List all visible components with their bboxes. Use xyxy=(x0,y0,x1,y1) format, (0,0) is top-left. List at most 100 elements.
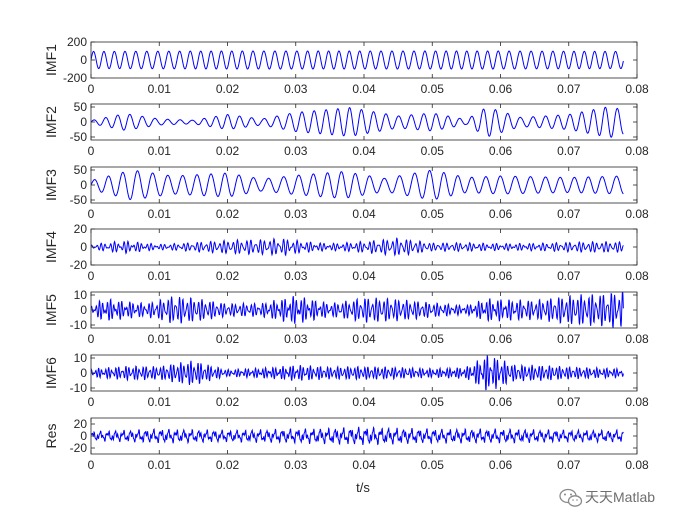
y-tick-label: 200 xyxy=(67,35,87,49)
x-tick-label: 0.08 xyxy=(625,332,649,346)
x-tick-label: 0.02 xyxy=(216,395,240,409)
signal-line-imf5 xyxy=(91,292,624,328)
x-tick-label: 0.08 xyxy=(625,82,649,96)
y-tick-label: -10 xyxy=(70,381,88,395)
x-axis-label: t/s xyxy=(356,480,370,495)
signal-line-imf6 xyxy=(91,355,624,391)
x-tick-label: 0.03 xyxy=(284,207,308,221)
y-tick-label: -200 xyxy=(63,71,87,85)
y-axis-label: IMF1 xyxy=(43,44,59,76)
panel-imf4: 0 0.01 0.02 0.03 0.04 0.05 0.06 0.07 0.08200-20I… xyxy=(43,222,649,283)
x-tick-label: 0.07 xyxy=(557,207,581,221)
signal-line-imf1 xyxy=(91,50,624,70)
x-tick-label: 0.07 xyxy=(557,395,581,409)
x-tick-label: 0.07 xyxy=(557,458,581,472)
x-tick-label: 0.05 xyxy=(421,144,445,158)
y-axis-label: Res xyxy=(43,424,59,449)
y-tick-label: 0 xyxy=(80,366,87,380)
x-tick-label: 0.02 xyxy=(216,269,240,283)
x-tick-label: 0.05 xyxy=(421,207,445,221)
y-tick-label: 0 xyxy=(80,115,87,129)
y-tick-label: 0 xyxy=(80,178,87,192)
x-tick-label: 0 xyxy=(88,332,95,346)
y-tick-label: -20 xyxy=(70,441,88,455)
signal-line-imf3 xyxy=(91,169,624,201)
x-tick-label: 0.04 xyxy=(352,395,376,409)
y-tick-label: 0 xyxy=(80,53,87,67)
y-tick-label: 50 xyxy=(74,163,88,177)
x-tick-label: 0.08 xyxy=(625,144,649,158)
x-tick-label: 0.06 xyxy=(489,82,513,96)
signal-line-res xyxy=(91,426,624,446)
signal-line-imf2 xyxy=(91,106,624,138)
signal-line-imf4 xyxy=(91,237,624,257)
y-tick-label: 10 xyxy=(74,351,88,365)
panel-imf3: 0 0.01 0.02 0.03 0.04 0.05 0.06 0.07 0.08500-50I… xyxy=(43,163,649,221)
y-tick-label: 0 xyxy=(80,303,87,317)
y-axis-label: IMF3 xyxy=(43,169,59,201)
y-tick-label: 0 xyxy=(80,429,87,443)
x-tick-label: 0.04 xyxy=(352,207,376,221)
wechat-icon xyxy=(559,488,583,507)
x-tick-label: 0 xyxy=(88,207,95,221)
x-tick-label: 0.02 xyxy=(216,144,240,158)
x-tick-label: 0.01 xyxy=(148,269,172,283)
x-tick-label: 0.07 xyxy=(557,144,581,158)
x-tick-label: 0.01 xyxy=(148,395,172,409)
x-tick-label: 0.03 xyxy=(284,458,308,472)
x-tick-label: 0.06 xyxy=(489,395,513,409)
y-axis-label: IMF4 xyxy=(43,231,59,263)
x-tick-label: 0.03 xyxy=(284,395,308,409)
x-tick-label: 0.06 xyxy=(489,458,513,472)
y-tick-label: 50 xyxy=(74,100,88,114)
y-tick-label: -20 xyxy=(70,258,88,272)
x-tick-label: 0.02 xyxy=(216,458,240,472)
x-tick-label: 0.01 xyxy=(148,332,172,346)
x-tick-label: 0.04 xyxy=(352,144,376,158)
x-tick-label: 0.08 xyxy=(625,458,649,472)
watermark-text: 天天Matlab xyxy=(585,489,655,505)
panel-imf2: 0 0.01 0.02 0.03 0.04 0.05 0.06 0.07 0.08500-50I… xyxy=(43,100,649,158)
y-axis-label: IMF6 xyxy=(43,357,59,389)
y-tick-label: -10 xyxy=(70,318,88,332)
x-tick-label: 0.07 xyxy=(557,269,581,283)
x-tick-label: 0.01 xyxy=(148,207,172,221)
x-tick-label: 0.04 xyxy=(352,269,376,283)
x-tick-label: 0.08 xyxy=(625,395,649,409)
x-tick-label: 0.05 xyxy=(421,458,445,472)
x-tick-label: 0.02 xyxy=(216,207,240,221)
x-tick-label: 0.02 xyxy=(216,82,240,96)
x-tick-label: 0.06 xyxy=(489,207,513,221)
y-axis-label: IMF2 xyxy=(43,106,59,138)
x-tick-label: 0 xyxy=(88,269,95,283)
x-tick-label: 0.05 xyxy=(421,269,445,283)
x-tick-label: 0.04 xyxy=(352,82,376,96)
x-tick-label: 0.06 xyxy=(489,144,513,158)
panel-imf6: 0 0.01 0.02 0.03 0.04 0.05 0.06 0.07 0.08100-10I… xyxy=(43,351,649,409)
x-tick-label: 0.07 xyxy=(557,332,581,346)
x-tick-label: 0.06 xyxy=(489,269,513,283)
x-tick-label: 0.05 xyxy=(421,395,445,409)
x-tick-label: 0.07 xyxy=(557,82,581,96)
x-tick-label: 0.01 xyxy=(148,144,172,158)
x-tick-label: 0.05 xyxy=(421,82,445,96)
x-tick-label: 0 xyxy=(88,458,95,472)
panel-imf1: 0 0.01 0.02 0.03 0.04 0.05 0.06 0.07 0.082000-20… xyxy=(43,35,649,96)
x-tick-label: 0.03 xyxy=(284,144,308,158)
y-tick-label: 0 xyxy=(80,240,87,254)
y-tick-label: 20 xyxy=(74,222,88,236)
x-tick-label: 0.04 xyxy=(352,458,376,472)
panel-imf5: 0 0.01 0.02 0.03 0.04 0.05 0.06 0.07 0.08100-10I… xyxy=(43,288,649,346)
watermark: 天天Matlab xyxy=(559,488,655,507)
x-tick-label: 0.01 xyxy=(148,82,172,96)
panel-res: 0 0.01 0.02 0.03 0.04 0.05 0.06 0.07 0.08200-20R… xyxy=(43,417,649,472)
y-tick-label: 20 xyxy=(74,417,88,431)
x-tick-label: 0.01 xyxy=(148,458,172,472)
x-tick-label: 0 xyxy=(88,395,95,409)
y-tick-label: 10 xyxy=(74,288,88,302)
x-tick-label: 0.05 xyxy=(421,332,445,346)
x-tick-label: 0.04 xyxy=(352,332,376,346)
x-tick-label: 0.06 xyxy=(489,332,513,346)
x-tick-label: 0.03 xyxy=(284,332,308,346)
